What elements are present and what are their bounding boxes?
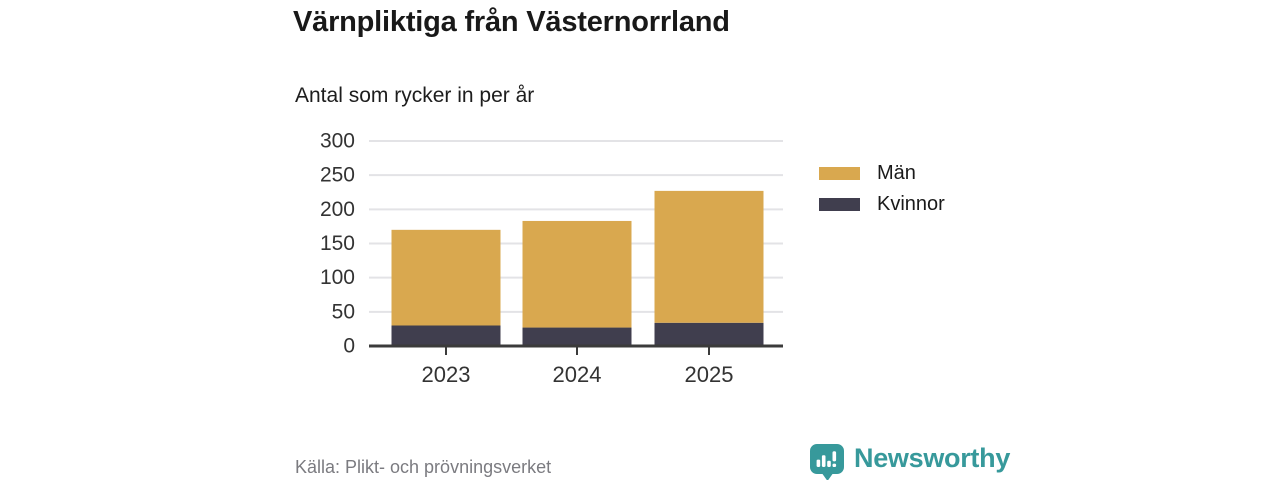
bar-segment-kvinnor-2025 (654, 322, 764, 346)
chart-subtitle: Antal som rycker in per år (295, 84, 535, 107)
y-tick-label: 50 (332, 300, 355, 323)
brand-name: Newsworthy (854, 443, 1011, 473)
source-attribution: Källa: Plikt- och prövningsverket (295, 457, 552, 477)
newsworthy-bubble-chart-icon (810, 444, 844, 480)
legend-label-men: Män (877, 162, 916, 184)
y-tick-label: 250 (320, 164, 355, 187)
bar-segment-män-2023 (391, 229, 501, 326)
y-tick-label: 300 (320, 130, 355, 153)
legend-swatch-men (819, 166, 860, 180)
page-title: Värnpliktiga från Västernorrland (293, 6, 730, 38)
brand-logo-link[interactable]: Newsworthy (810, 441, 1010, 480)
bar-segment-män-2025 (654, 190, 764, 323)
bar-segment-kvinnor-2023 (391, 325, 501, 346)
y-tick-label: 100 (320, 266, 355, 289)
y-tick-label: 0 (343, 335, 355, 358)
legend-swatch-women (819, 197, 860, 211)
y-tick-label: 150 (320, 232, 355, 255)
y-tick-label: 200 (320, 198, 355, 221)
legend-item-men: Män (819, 163, 945, 183)
stacked-bar-chart: 0 50 100 150 200 250 300 2023 2024 2025 (320, 130, 783, 387)
x-tick-label: 2023 (422, 362, 471, 387)
legend-label-women: Kvinnor (877, 193, 945, 215)
x-tick-label: 2025 (685, 362, 734, 387)
legend-item-women: Kvinnor (819, 194, 945, 214)
bar-segment-kvinnor-2024 (522, 327, 632, 346)
x-tick-label: 2024 (553, 362, 602, 387)
chart-legend: Män Kvinnor (819, 163, 945, 225)
bar-segment-män-2024 (522, 220, 632, 328)
